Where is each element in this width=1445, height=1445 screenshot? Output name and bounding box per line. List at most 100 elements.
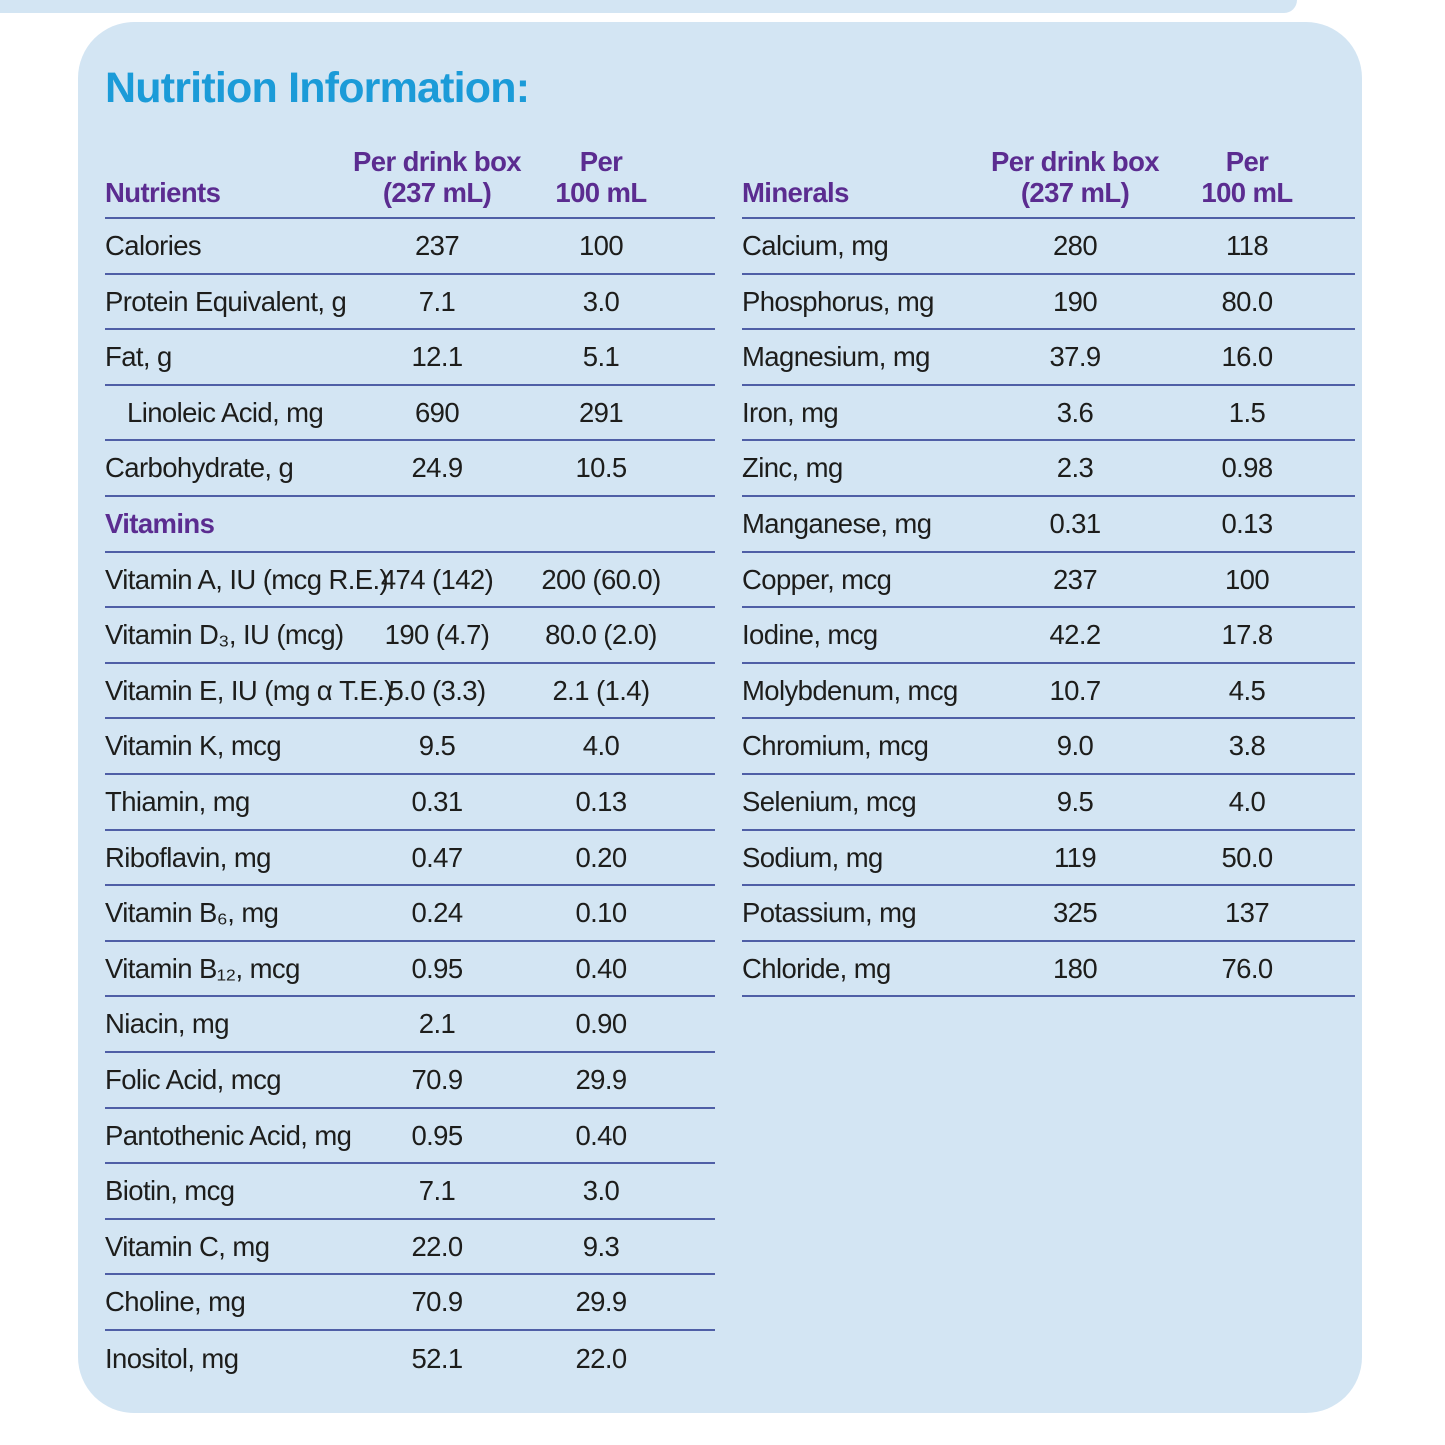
value-per-drink-box: 0.31 xyxy=(411,785,463,817)
header-line: Per xyxy=(579,146,623,178)
value-per-drink-box: 0.95 xyxy=(411,1119,463,1151)
row-label: Choline, mg xyxy=(105,1286,246,1318)
value-per-drink-box: 12.1 xyxy=(411,341,463,373)
value-per-drink-box: 2.3 xyxy=(1056,452,1094,484)
table-row: Vitamin D₃, IU (mcg) 190 (4.7) 80.0 (2.0) xyxy=(105,608,715,664)
value-per-100ml: 80.0 (2.0) xyxy=(545,619,657,651)
value-per-drink-box: 7.1 xyxy=(418,285,456,317)
value-per-100ml: 76.0 xyxy=(1221,952,1273,984)
value-per-100ml: 4.0 xyxy=(1228,785,1266,817)
value-per-drink-box: 9.5 xyxy=(418,730,456,762)
value-per-100ml: 0.13 xyxy=(1221,508,1273,540)
column-header-name: Nutrients xyxy=(105,177,221,209)
table-row: Calories 237 100 xyxy=(105,219,715,275)
row-label: Vitamin D₃, IU (mcg) xyxy=(105,619,344,651)
value-per-100ml: 4.5 xyxy=(1228,674,1266,706)
value-per-drink-box: 70.9 xyxy=(411,1063,463,1095)
row-label: Calories xyxy=(105,230,202,262)
value-per-100ml: 137 xyxy=(1224,897,1270,929)
row-label: Vitamin C, mg xyxy=(105,1230,270,1262)
table-row: Manganese, mg 0.31 0.13 xyxy=(742,497,1355,553)
table-row: Selenium, mcg 9.5 4.0 xyxy=(742,775,1355,831)
value-per-drink-box: 0.24 xyxy=(411,897,463,929)
header-line: 100 mL xyxy=(1201,177,1293,209)
value-per-drink-box: 42.2 xyxy=(1049,619,1101,651)
row-label: Iodine, mcg xyxy=(742,619,878,651)
table-row: Choline, mg 70.9 29.9 xyxy=(105,1275,715,1331)
value-per-drink-box: 690 xyxy=(414,396,460,428)
value-per-100ml: 0.20 xyxy=(575,841,627,873)
table-header: Minerals Per drink box (237 mL) Per 100 mL xyxy=(742,132,1355,219)
row-label: Inositol, mg xyxy=(105,1342,239,1374)
row-label: Riboflavin, mg xyxy=(105,841,271,873)
row-label: Calcium, mg xyxy=(742,230,889,262)
table-row: Niacin, mg 2.1 0.90 xyxy=(105,997,715,1053)
value-per-drink-box: 9.0 xyxy=(1056,730,1094,762)
value-per-100ml: 3.0 xyxy=(582,1175,620,1207)
value-per-drink-box: 52.1 xyxy=(411,1342,463,1374)
table-row: Calcium, mg 280 118 xyxy=(742,219,1355,275)
table-row: Vitamin K, mcg 9.5 4.0 xyxy=(105,719,715,775)
value-per-100ml: 0.10 xyxy=(575,897,627,929)
minerals-table: Minerals Per drink box (237 mL) Per 100 mL Ca… xyxy=(742,132,1355,998)
value-per-drink-box: 9.5 xyxy=(1056,785,1094,817)
value-per-drink-box: 474 (142) xyxy=(380,563,494,595)
value-per-100ml: 5.1 xyxy=(582,341,620,373)
row-label: Folic Acid, mcg xyxy=(105,1063,282,1095)
value-per-100ml: 0.13 xyxy=(575,785,627,817)
row-label: Vitamin K, mcg xyxy=(105,730,282,762)
column-header-per-100ml: Per 100 mL xyxy=(1160,147,1334,209)
row-label: Carbohydrate, g xyxy=(105,452,294,484)
value-per-100ml: 29.9 xyxy=(575,1063,627,1095)
value-per-drink-box: 22.0 xyxy=(411,1230,463,1262)
table-row: Riboflavin, mg 0.47 0.20 xyxy=(105,831,715,887)
table-row: Thiamin, mg 0.31 0.13 xyxy=(105,775,715,831)
row-label: Zinc, mg xyxy=(742,452,843,484)
table-row: Vitamin E, IU (mg α T.E.) 5.0 (3.3) 2.1 (1… xyxy=(105,664,715,720)
row-label: Protein Equivalent, g xyxy=(105,285,347,317)
value-per-100ml: 22.0 xyxy=(575,1342,627,1374)
table-row: Magnesium, mg 37.9 16.0 xyxy=(742,330,1355,386)
value-per-drink-box: 5.0 (3.3) xyxy=(388,674,486,706)
table-row: Pantothenic Acid, mg 0.95 0.40 xyxy=(105,1109,715,1165)
table-row: Folic Acid, mcg 70.9 29.9 xyxy=(105,1053,715,1109)
value-per-100ml: 0.98 xyxy=(1221,452,1273,484)
value-per-drink-box: 7.1 xyxy=(418,1175,456,1207)
table-row: Fat, g 12.1 5.1 xyxy=(105,330,715,386)
row-label: Iron, mg xyxy=(742,396,839,428)
value-per-100ml: 9.3 xyxy=(582,1230,620,1262)
value-per-100ml: 3.0 xyxy=(582,285,620,317)
value-per-drink-box: 119 xyxy=(1053,841,1097,873)
value-per-100ml: 1.5 xyxy=(1228,396,1266,428)
value-per-drink-box: 37.9 xyxy=(1049,341,1101,373)
table-row: Chloride, mg 180 76.0 xyxy=(742,942,1355,998)
row-label: Manganese, mg xyxy=(742,508,932,540)
table-row: Iodine, mcg 42.2 17.8 xyxy=(742,608,1355,664)
value-per-drink-box: 10.7 xyxy=(1049,674,1101,706)
row-label: Sodium, mg xyxy=(742,841,883,873)
value-per-100ml: 17.8 xyxy=(1221,619,1273,651)
row-label: Vitamin A, IU (mcg R.E.) xyxy=(105,563,389,595)
value-per-100ml: 10.5 xyxy=(575,452,627,484)
row-label: Vitamin E, IU (mg α T.E.) xyxy=(105,674,393,706)
header-line: 100 mL xyxy=(555,177,647,209)
row-label: Phosphorus, mg xyxy=(742,285,934,317)
row-label: Thiamin, mg xyxy=(105,785,250,817)
table-row: Potassium, mg 325 137 xyxy=(742,886,1355,942)
value-per-100ml: 291 xyxy=(578,396,624,428)
row-label: Linoleic Acid, mg xyxy=(127,396,324,428)
table-header: Nutrients Per drink box (237 mL) Per 100 mL xyxy=(105,132,715,219)
column-header-per-100ml: Per 100 mL xyxy=(522,147,680,209)
table-row: Vitamin A, IU (mcg R.E.) 474 (142) 200 (60… xyxy=(105,553,715,609)
value-per-100ml: 16.0 xyxy=(1221,341,1273,373)
value-per-100ml: 29.9 xyxy=(575,1286,627,1318)
row-label: Selenium, mcg xyxy=(742,785,917,817)
table-row: Vitamin B₁₂, mcg 0.95 0.40 xyxy=(105,942,715,998)
row-label: Copper, mcg xyxy=(742,563,892,595)
header-line: (237 mL) xyxy=(382,177,492,209)
row-label: Vitamin B₆, mg xyxy=(105,897,279,929)
value-per-100ml: 118 xyxy=(1225,230,1269,262)
table-row: Linoleic Acid, mg 690 291 xyxy=(105,386,715,442)
table-row: Carbohydrate, g 24.9 10.5 xyxy=(105,441,715,497)
